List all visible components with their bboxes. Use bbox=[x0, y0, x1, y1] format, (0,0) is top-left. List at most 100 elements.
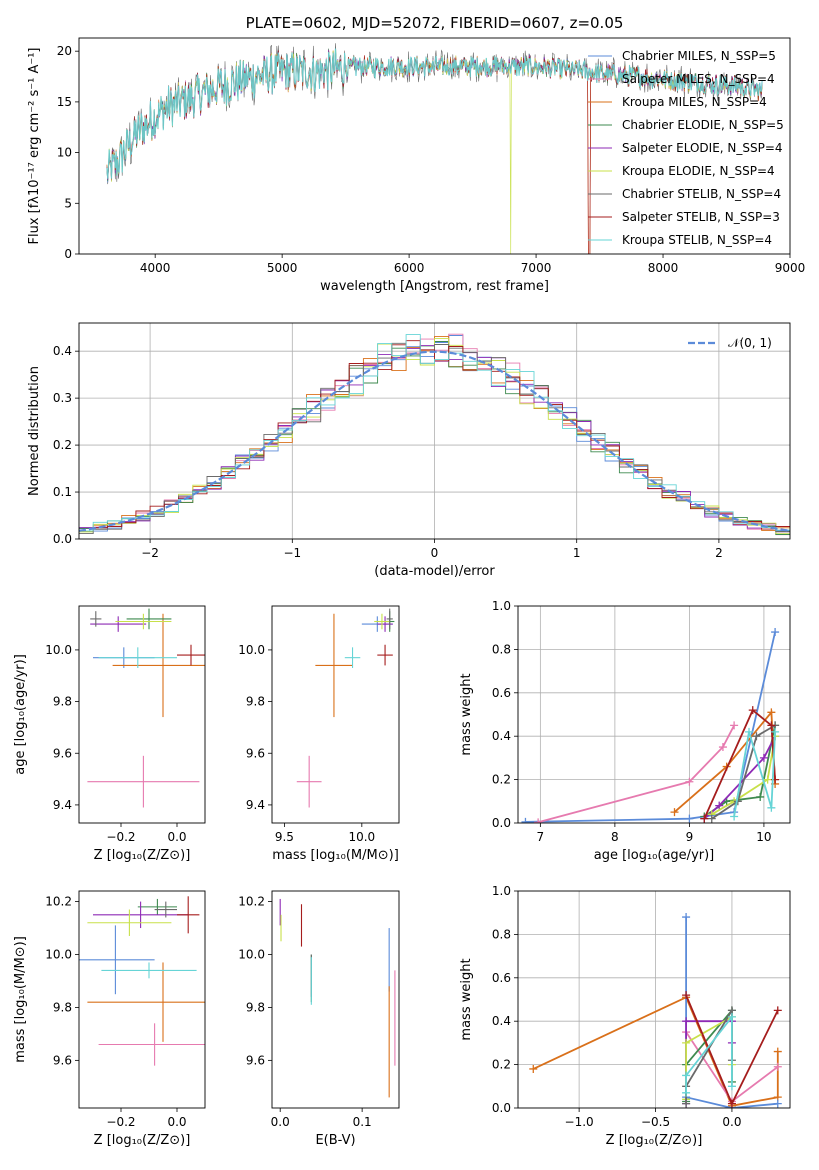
axes-frame bbox=[78, 37, 791, 255]
marker-chabrier_elodie bbox=[756, 792, 765, 801]
marker-salpeter_miles bbox=[685, 777, 694, 786]
y-tick-label: 10.0 bbox=[45, 948, 72, 962]
x-axis-label: Z [log₁₀(Z/Z⊙)] bbox=[606, 1133, 703, 1148]
x-axis-label: Z [log₁₀(Z/Z⊙)] bbox=[94, 1133, 191, 1148]
y-tick-label: 0.8 bbox=[492, 642, 511, 656]
series-line-salpeter_miles bbox=[537, 724, 735, 823]
series-line-kroupa_elodie bbox=[711, 736, 776, 816]
y-axis-label: age [log₁₀(age/yr)] bbox=[13, 654, 28, 775]
axes-frame bbox=[78, 322, 791, 540]
y-tick-label: 10.2 bbox=[238, 895, 265, 909]
x-tick-label: 0.0 bbox=[271, 1115, 290, 1129]
errorbar-salpeter_elodie bbox=[90, 616, 147, 632]
errorbar-chabrier_stelib bbox=[386, 608, 393, 630]
errorbar-salpeter_elodie bbox=[93, 901, 189, 929]
series-line-chabrier_miles bbox=[685, 917, 778, 1108]
histogram-salpeter_stelib bbox=[79, 340, 790, 532]
x-tick-label: 0.0 bbox=[167, 830, 186, 844]
x-tick-label: 8 bbox=[611, 830, 619, 844]
y-tick-label: 9.6 bbox=[246, 746, 265, 760]
marker-chabrier_miles bbox=[771, 628, 780, 637]
axes-frame bbox=[78, 890, 206, 1109]
y-tick-label: 9.6 bbox=[246, 1053, 265, 1067]
x-tick-label: 7000 bbox=[521, 261, 552, 275]
series-line-kroupa_stelib bbox=[733, 731, 776, 817]
marker-kroupa_stelib bbox=[767, 803, 776, 812]
y-tick-label: 0.4 bbox=[492, 729, 511, 743]
x-tick-label: 0.0 bbox=[167, 1115, 186, 1129]
marker-kroupa_stelib bbox=[730, 812, 739, 821]
x-tick-label: 10 bbox=[756, 830, 771, 844]
y-tick-label: 0.6 bbox=[492, 971, 511, 985]
marker-salpeter_elodie bbox=[682, 1017, 691, 1026]
x-tick-label: 9 bbox=[686, 830, 694, 844]
plot-area-mass_weight_vs_z bbox=[518, 891, 790, 1108]
panel-age_vs_mass: 9.5 10.0 9.4 9.6 9.8 10.0 mass [log₁₀(M/M⊙)] bbox=[238, 605, 400, 863]
x-tick-label: 5000 bbox=[267, 261, 298, 275]
legend-label-salpeter_miles: Salpeter MILES, N_SSP=4 bbox=[622, 72, 775, 86]
y-tick-label: 0.0 bbox=[53, 532, 72, 546]
legend-label-gaussian: 𝒩(0, 1) bbox=[728, 336, 772, 350]
marker-kroupa_stelib bbox=[682, 1088, 691, 1097]
marker-kroupa_stelib bbox=[682, 1071, 691, 1080]
legend-label-kroupa_elodie: Kroupa ELODIE, N_SSP=4 bbox=[622, 164, 775, 178]
plot-area-mass_vs_ebv bbox=[279, 898, 396, 1098]
x-tick-label: 8000 bbox=[648, 261, 679, 275]
x-tick-label: 2 bbox=[715, 546, 723, 560]
marker-chabrier_miles bbox=[682, 913, 691, 922]
axes-frame bbox=[271, 605, 400, 824]
marker-chabrier_stelib bbox=[752, 732, 761, 741]
y-tick-label: 9.4 bbox=[53, 798, 72, 812]
series-line-salpeter_stelib bbox=[703, 708, 776, 820]
x-axis-label: E(B-V) bbox=[315, 1133, 355, 1148]
x-axis-label: wavelength [Angstrom, rest frame] bbox=[320, 279, 549, 294]
errorbar-salpeter_miles bbox=[98, 1023, 205, 1066]
x-tick-label: −2 bbox=[141, 546, 159, 560]
marker-chabrier_miles bbox=[521, 817, 530, 823]
errorbar-kroupa_miles bbox=[315, 613, 353, 718]
marker-kroupa_elodie bbox=[682, 1038, 691, 1047]
y-tick-label: 0.0 bbox=[492, 816, 511, 830]
plot-area-mass_vs_z bbox=[79, 896, 205, 1066]
errorbar-kroupa_elodie bbox=[115, 613, 172, 630]
errorbar-chabrier_miles bbox=[79, 925, 155, 995]
marker-kroupa_stelib bbox=[727, 1082, 736, 1091]
y-axis-label: Normed distribution bbox=[27, 366, 42, 496]
marker-salpeter_miles bbox=[730, 721, 739, 730]
legend-label-chabrier_stelib: Chabrier STELIB, N_SSP=4 bbox=[622, 187, 781, 201]
x-tick-label: 10.0 bbox=[348, 830, 375, 844]
errorbar-kroupa_stelib bbox=[98, 647, 177, 668]
errorbar-kroupa_elodie bbox=[87, 909, 172, 936]
marker-salpeter_miles bbox=[534, 818, 543, 823]
errorbar-chabrier_stelib bbox=[90, 611, 102, 627]
histogram-kroupa_stelib bbox=[79, 334, 790, 532]
y-tick-label: 10.0 bbox=[238, 643, 265, 657]
x-tick-label: −0.2 bbox=[106, 1115, 135, 1129]
legend-label-salpeter_stelib: Salpeter STELIB, N_SSP=3 bbox=[622, 210, 780, 224]
marker-kroupa_miles bbox=[529, 1064, 538, 1073]
axes-frame bbox=[517, 605, 791, 824]
marker-salpeter_stelib bbox=[700, 814, 709, 823]
errorbar-chabrier_stelib bbox=[154, 901, 177, 918]
y-tick-label: 9.4 bbox=[246, 798, 265, 812]
marker-chabrier_stelib bbox=[682, 1099, 691, 1108]
y-tick-label: 0.2 bbox=[492, 773, 511, 787]
errorbar-kroupa_miles bbox=[112, 613, 205, 718]
marker-chabrier_miles bbox=[773, 1099, 782, 1108]
panel-residuals: −2 −1 0 1 2 0.0 0.1 0.2 0.3 0.4 (data-model)/error… bbox=[27, 322, 791, 579]
marker-chabrier_stelib bbox=[707, 814, 716, 823]
plot-area-spectrum bbox=[106, 43, 763, 254]
x-tick-label: 0.0 bbox=[722, 1115, 741, 1129]
panel-mass_vs_z: −0.2 0.0 9.6 9.8 10.0 10.2 Z [log₁₀(Z/Z⊙)] mass… bbox=[13, 890, 206, 1148]
y-tick-label: 15 bbox=[57, 95, 72, 109]
y-tick-label: 0.0 bbox=[492, 1101, 511, 1115]
y-tick-label: 0.1 bbox=[53, 485, 72, 499]
axes-frame bbox=[517, 890, 791, 1109]
marker-salpeter_elodie bbox=[759, 753, 768, 762]
chart-title: PLATE=0602, MJD=52072, FIBERID=0607, z=0… bbox=[246, 14, 624, 32]
panel-mass_weight_vs_age: 7 8 9 10 0.0 0.2 0.4 0.6 0.8 1.0 age [log₁₀(age/yr… bbox=[459, 599, 791, 863]
y-axis-label: mass weight bbox=[459, 673, 474, 755]
x-tick-label: 9000 bbox=[775, 261, 806, 275]
y-tick-label: 9.8 bbox=[246, 1000, 265, 1014]
